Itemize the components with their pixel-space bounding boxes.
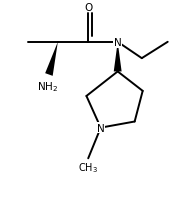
Text: N: N	[114, 38, 122, 48]
Text: CH$_3$: CH$_3$	[78, 160, 98, 174]
Text: NH$_2$: NH$_2$	[37, 80, 58, 94]
Text: N: N	[97, 123, 105, 133]
Polygon shape	[114, 43, 122, 72]
Text: O: O	[84, 3, 92, 13]
Polygon shape	[45, 43, 58, 76]
